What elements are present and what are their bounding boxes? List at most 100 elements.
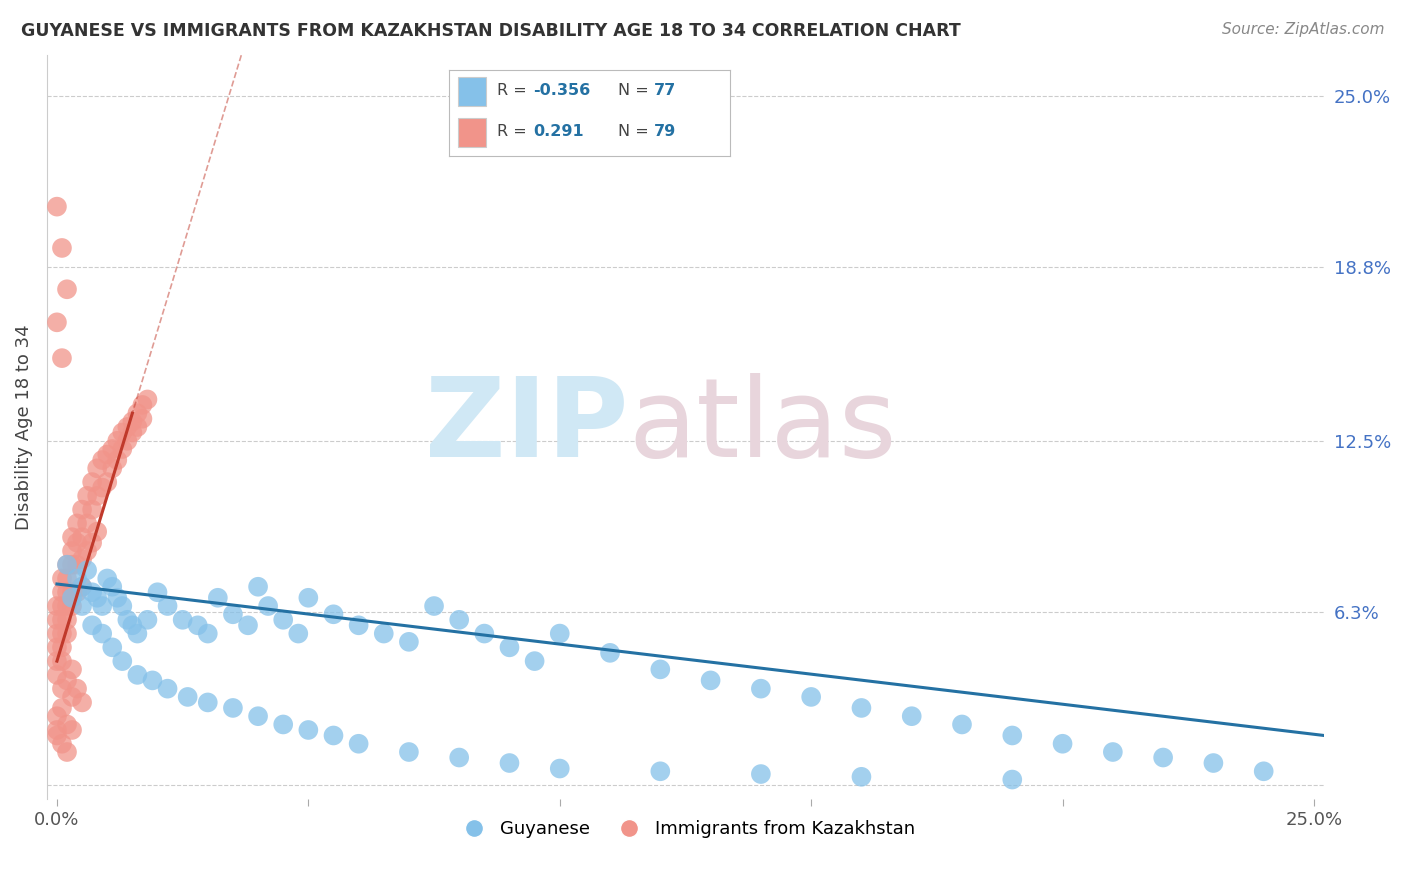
Text: Source: ZipAtlas.com: Source: ZipAtlas.com bbox=[1222, 22, 1385, 37]
Point bbox=[91, 599, 114, 613]
Point bbox=[156, 599, 179, 613]
Point bbox=[86, 489, 108, 503]
Point bbox=[423, 599, 446, 613]
Point bbox=[46, 640, 69, 655]
Point bbox=[96, 475, 118, 489]
Point bbox=[46, 613, 69, 627]
Point bbox=[117, 434, 139, 448]
Point bbox=[800, 690, 823, 704]
Point bbox=[96, 572, 118, 586]
Point bbox=[950, 717, 973, 731]
Point bbox=[1001, 729, 1024, 743]
Point bbox=[347, 737, 370, 751]
Point bbox=[523, 654, 546, 668]
Point bbox=[1152, 750, 1174, 764]
Point bbox=[117, 613, 139, 627]
Point bbox=[247, 580, 270, 594]
Point bbox=[66, 558, 89, 572]
Point bbox=[56, 282, 79, 296]
Point bbox=[46, 654, 69, 668]
Point bbox=[121, 425, 143, 440]
Point bbox=[322, 729, 344, 743]
Point bbox=[56, 626, 79, 640]
Point bbox=[82, 475, 104, 489]
Point bbox=[60, 723, 83, 737]
Point bbox=[136, 392, 159, 407]
Point bbox=[398, 635, 420, 649]
Point bbox=[297, 723, 319, 737]
Text: ZIP: ZIP bbox=[425, 374, 628, 481]
Point bbox=[66, 535, 89, 549]
Point bbox=[60, 690, 83, 704]
Point bbox=[548, 626, 571, 640]
Point bbox=[498, 756, 520, 770]
Legend: Guyanese, Immigrants from Kazakhstan: Guyanese, Immigrants from Kazakhstan bbox=[449, 814, 922, 846]
Point bbox=[60, 591, 83, 605]
Point bbox=[117, 420, 139, 434]
Point bbox=[66, 681, 89, 696]
Point bbox=[91, 453, 114, 467]
Point bbox=[1101, 745, 1123, 759]
Point bbox=[398, 745, 420, 759]
Point bbox=[86, 591, 108, 605]
Point bbox=[76, 563, 98, 577]
Point bbox=[136, 613, 159, 627]
Point bbox=[373, 626, 395, 640]
Point bbox=[51, 640, 73, 655]
Point bbox=[105, 434, 128, 448]
Point bbox=[287, 626, 309, 640]
Point bbox=[271, 717, 294, 731]
Point bbox=[101, 442, 124, 456]
Point bbox=[70, 599, 93, 613]
Point bbox=[111, 425, 134, 440]
Point bbox=[82, 502, 104, 516]
Point bbox=[51, 681, 73, 696]
Point bbox=[66, 585, 89, 599]
Point bbox=[247, 709, 270, 723]
Point bbox=[51, 613, 73, 627]
Point bbox=[498, 640, 520, 655]
Point bbox=[1253, 764, 1275, 779]
Point bbox=[56, 558, 79, 572]
Point bbox=[101, 640, 124, 655]
Point bbox=[46, 626, 69, 640]
Point bbox=[257, 599, 280, 613]
Point bbox=[449, 750, 471, 764]
Point bbox=[121, 618, 143, 632]
Text: atlas: atlas bbox=[628, 374, 897, 481]
Point bbox=[76, 516, 98, 531]
Point bbox=[51, 241, 73, 255]
Point bbox=[66, 516, 89, 531]
Point bbox=[749, 767, 772, 781]
Point bbox=[56, 613, 79, 627]
Point bbox=[105, 453, 128, 467]
Point bbox=[197, 695, 219, 709]
Point bbox=[131, 411, 153, 425]
Point bbox=[51, 585, 73, 599]
Point bbox=[749, 681, 772, 696]
Point bbox=[91, 626, 114, 640]
Point bbox=[51, 572, 73, 586]
Point bbox=[86, 461, 108, 475]
Point bbox=[82, 618, 104, 632]
Point bbox=[650, 764, 672, 779]
Point bbox=[76, 544, 98, 558]
Point bbox=[56, 572, 79, 586]
Point bbox=[56, 558, 79, 572]
Point bbox=[60, 544, 83, 558]
Point bbox=[111, 442, 134, 456]
Point bbox=[127, 626, 149, 640]
Point bbox=[46, 200, 69, 214]
Point bbox=[472, 626, 495, 640]
Point bbox=[82, 535, 104, 549]
Point bbox=[105, 591, 128, 605]
Point bbox=[449, 613, 471, 627]
Point bbox=[101, 461, 124, 475]
Point bbox=[46, 668, 69, 682]
Point bbox=[650, 662, 672, 676]
Point bbox=[176, 690, 198, 704]
Point bbox=[1001, 772, 1024, 787]
Point bbox=[46, 315, 69, 329]
Point bbox=[1052, 737, 1074, 751]
Point bbox=[56, 673, 79, 688]
